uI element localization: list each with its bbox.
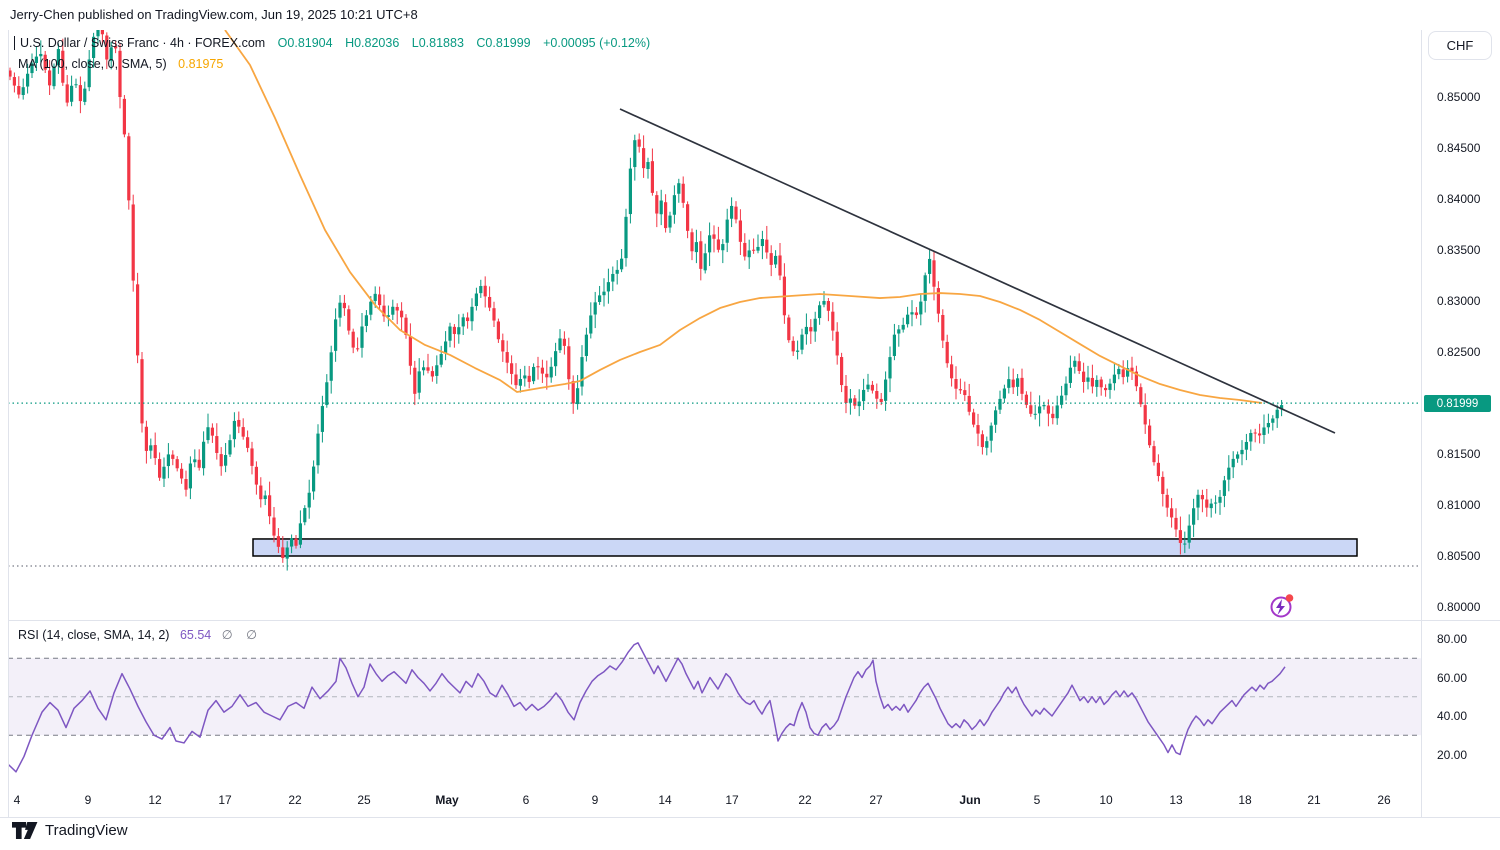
rsi-axis-label: 60.00 (1437, 670, 1468, 685)
time-axis-label: 27 (869, 793, 883, 807)
time-axis-label: 6 (522, 793, 530, 807)
time-axis-label: 5 (1033, 793, 1041, 807)
symbol-legend[interactable]: U.S. Dollar / Swiss Franc · 4h · FOREX.c… (20, 36, 650, 50)
price-axis-label: 0.80500 (1437, 549, 1481, 563)
time-axis-label: 22 (798, 793, 812, 807)
rsi-axis-label: 40.00 (1437, 709, 1468, 723)
time-axis-label: May (435, 793, 459, 807)
price-axis-label: 0.84000 (1437, 192, 1481, 206)
ohlc-close: C0.81999 (476, 36, 531, 50)
price-axis-label: 0.83000 (1437, 294, 1481, 308)
symbol-title: U.S. Dollar / Swiss Franc · 4h · FOREX.c… (20, 36, 266, 50)
price-axis-label: 0.82500 (1437, 345, 1481, 359)
rsi-legend[interactable]: RSI (14, close, SMA, 14, 2) 65.54 ∅ ∅ (18, 627, 262, 642)
ohlc-change: +0.00095 (+0.12%) (543, 36, 651, 50)
time-axis-label: 14 (658, 793, 672, 807)
ma-label: MA (100, close, 0, SMA, 5) (18, 57, 167, 71)
rsi-axis-label: 20.00 (1437, 747, 1468, 762)
tradingview-logo[interactable]: TradingView (12, 822, 128, 839)
time-axis-label: 9 (84, 793, 92, 807)
price-axis-label: 0.84500 (1437, 141, 1481, 155)
time-axis-label: 13 (1169, 793, 1183, 807)
ma-legend[interactable]: MA (100, close, 0, SMA, 5) 0.81975 (18, 57, 223, 71)
legend-series-bar (14, 36, 15, 50)
time-axis-label: 17 (725, 793, 739, 807)
rsi-value: 65.54 (179, 628, 212, 642)
time-axis-label: Jun (959, 793, 981, 807)
price-axis-label: 0.81500 (1437, 447, 1481, 461)
time-axis-label: 9 (591, 793, 599, 807)
rsi-placeholder-values: ∅ ∅ (221, 628, 262, 642)
ma-value: 0.81975 (178, 57, 224, 71)
price-axis-label: 0.80000 (1437, 600, 1481, 614)
tradingview-logo-text: TradingView (45, 822, 128, 839)
ohlc-low: L0.81883 (411, 36, 464, 50)
time-axis-label: 22 (288, 793, 302, 807)
time-axis-label: 12 (148, 793, 162, 807)
time-axis[interactable]: 4 9 12 17 22 25 May 6 9 14 17 22 27 Jun 5 10 13 18 21 26 (0, 793, 1420, 813)
time-axis-label: 10 (1099, 793, 1113, 807)
price-axis-label: 0.85000 (1437, 90, 1481, 104)
price-axis-label: 0.81000 (1437, 498, 1481, 512)
rsi-label: RSI (14, close, SMA, 14, 2) (18, 628, 170, 642)
time-axis-label: 18 (1238, 793, 1252, 807)
rsi-axis-label: 80.00 (1437, 632, 1468, 646)
last-price-badge: 0.81999 (1424, 395, 1491, 412)
time-axis-label: 17 (218, 793, 232, 807)
time-axis-label: 26 (1377, 793, 1391, 807)
time-axis-label: 4 (13, 793, 21, 807)
flash-idea-icon[interactable] (1270, 594, 1294, 618)
currency-toggle-button[interactable]: CHF (1428, 31, 1492, 60)
publish-attribution: Jerry-Chen published on TradingView.com,… (10, 7, 418, 22)
tradingview-logo-mark (12, 822, 38, 839)
time-axis-label: 25 (357, 793, 371, 807)
time-axis-label: 21 (1307, 793, 1321, 807)
ohlc-high: H0.82036 (345, 36, 400, 50)
price-axis-label: 0.83500 (1437, 243, 1481, 257)
ohlc-open: O0.81904 (277, 36, 333, 50)
